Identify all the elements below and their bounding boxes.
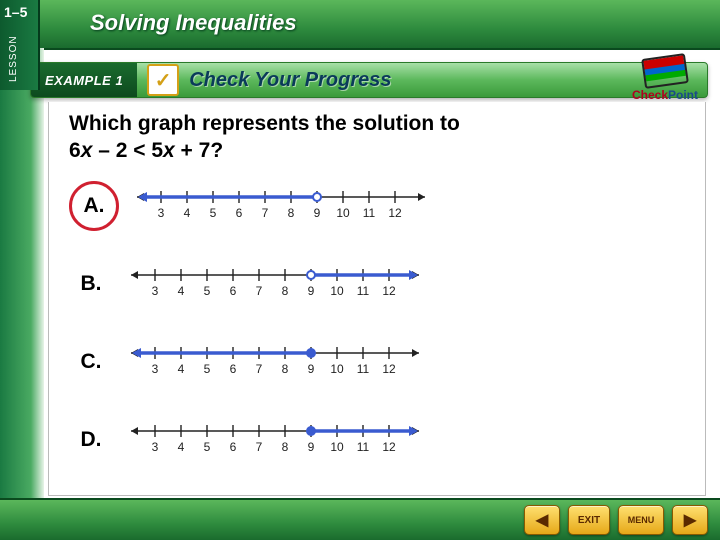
svg-text:4: 4 [178, 440, 185, 454]
svg-text:11: 11 [357, 440, 370, 454]
svg-text:8: 8 [282, 440, 289, 454]
checkpoint-badge[interactable]: CheckPoint [632, 56, 698, 102]
choice-row[interactable]: A. 3 4 5 6 7 8 9 10 11 12 [69, 181, 685, 231]
header-title: Solving Inequalities [90, 10, 297, 36]
q-mid: – 2 < 5 [92, 139, 163, 162]
example-bar: EXAMPLE 1 Check Your Progress [30, 62, 708, 98]
page-root: Solving Inequalities 1–5 LESSON EXAMPLE … [0, 0, 720, 540]
svg-text:7: 7 [256, 284, 263, 298]
q-var1: x [81, 139, 93, 162]
nav-exit-button[interactable]: EXIT [568, 505, 610, 535]
svg-text:12: 12 [382, 440, 396, 454]
check-your-progress-label: Check Your Progress [189, 69, 391, 92]
numberline-wrap: 3 4 5 6 7 8 9 10 11 12 [125, 261, 425, 306]
svg-text:8: 8 [282, 362, 289, 376]
svg-text:6: 6 [230, 362, 237, 376]
checkpoint-prefix: Check [632, 88, 668, 102]
choice-row[interactable]: D. 3 4 5 6 7 8 9 10 11 12 [69, 415, 685, 465]
svg-text:3: 3 [152, 284, 159, 298]
svg-text:3: 3 [152, 362, 159, 376]
choice-label: C. [69, 340, 113, 384]
number-line: 3 4 5 6 7 8 9 10 11 12 [131, 183, 431, 223]
q-var2: x [163, 139, 175, 162]
svg-text:7: 7 [256, 362, 263, 376]
svg-text:8: 8 [288, 206, 295, 220]
svg-text:6: 6 [230, 284, 237, 298]
svg-text:5: 5 [204, 362, 211, 376]
svg-text:11: 11 [363, 206, 376, 220]
checkpoint-label: CheckPoint [632, 88, 698, 102]
checkpoint-icon [641, 53, 689, 89]
example-badge: EXAMPLE 1 [31, 63, 137, 97]
svg-text:6: 6 [236, 206, 243, 220]
svg-text:10: 10 [330, 440, 344, 454]
choice-label: D. [69, 418, 113, 462]
q-tail: + 7? [175, 139, 223, 162]
svg-text:10: 10 [330, 284, 344, 298]
checkmark-icon [147, 64, 179, 96]
svg-text:10: 10 [336, 206, 350, 220]
choice-row[interactable]: B. 3 4 5 6 7 8 9 10 11 12 [69, 259, 685, 309]
nav-bar: ◀ EXIT MENU ▶ [0, 498, 720, 540]
checkpoint-suffix: Point [668, 88, 698, 102]
choice-label: A. [69, 181, 119, 231]
svg-text:3: 3 [152, 440, 159, 454]
svg-text:11: 11 [357, 362, 370, 376]
svg-text:4: 4 [178, 284, 185, 298]
svg-text:12: 12 [382, 362, 396, 376]
number-line: 3 4 5 6 7 8 9 10 11 12 [125, 417, 425, 457]
svg-text:7: 7 [262, 206, 269, 220]
svg-text:11: 11 [357, 284, 370, 298]
nav-forward-button[interactable]: ▶ [672, 505, 708, 535]
lesson-tab: 1–5 LESSON [0, 0, 40, 90]
choices-list: A. 3 4 5 6 7 8 9 10 11 12 B. 3 4 5 6 7 8 9 10 11 12 C. 3 4 5 6 7 8 9 1… [69, 181, 685, 465]
nav-back-button[interactable]: ◀ [524, 505, 560, 535]
svg-text:8: 8 [282, 284, 289, 298]
svg-text:5: 5 [210, 206, 217, 220]
lesson-tag: LESSON [8, 35, 19, 82]
lesson-number: 1–5 [4, 4, 27, 20]
svg-text:9: 9 [308, 440, 315, 454]
nav-menu-button[interactable]: MENU [618, 505, 664, 535]
numberline-wrap: 3 4 5 6 7 8 9 10 11 12 [125, 339, 425, 384]
svg-text:5: 5 [204, 440, 211, 454]
q-coef1: 6 [69, 139, 81, 162]
svg-text:10: 10 [330, 362, 344, 376]
content-area: Which graph represents the solution to 6… [48, 102, 706, 496]
choice-label: B. [69, 262, 113, 306]
svg-text:12: 12 [388, 206, 402, 220]
svg-text:5: 5 [204, 284, 211, 298]
numberline-wrap: 3 4 5 6 7 8 9 10 11 12 [131, 183, 431, 228]
svg-text:9: 9 [308, 362, 315, 376]
svg-text:4: 4 [178, 362, 185, 376]
number-line: 3 4 5 6 7 8 9 10 11 12 [125, 339, 425, 379]
choice-row[interactable]: C. 3 4 5 6 7 8 9 10 11 12 [69, 337, 685, 387]
svg-text:12: 12 [382, 284, 396, 298]
svg-text:3: 3 [158, 206, 165, 220]
header-band: Solving Inequalities [0, 0, 720, 50]
left-sidebar-strip [0, 48, 44, 500]
svg-text:4: 4 [184, 206, 191, 220]
svg-text:9: 9 [314, 206, 321, 220]
numberline-wrap: 3 4 5 6 7 8 9 10 11 12 [125, 417, 425, 462]
svg-text:9: 9 [308, 284, 315, 298]
svg-text:7: 7 [256, 440, 263, 454]
question-line1: Which graph represents the solution to [69, 112, 460, 135]
svg-text:6: 6 [230, 440, 237, 454]
question-text: Which graph represents the solution to 6… [69, 110, 685, 165]
number-line: 3 4 5 6 7 8 9 10 11 12 [125, 261, 425, 301]
